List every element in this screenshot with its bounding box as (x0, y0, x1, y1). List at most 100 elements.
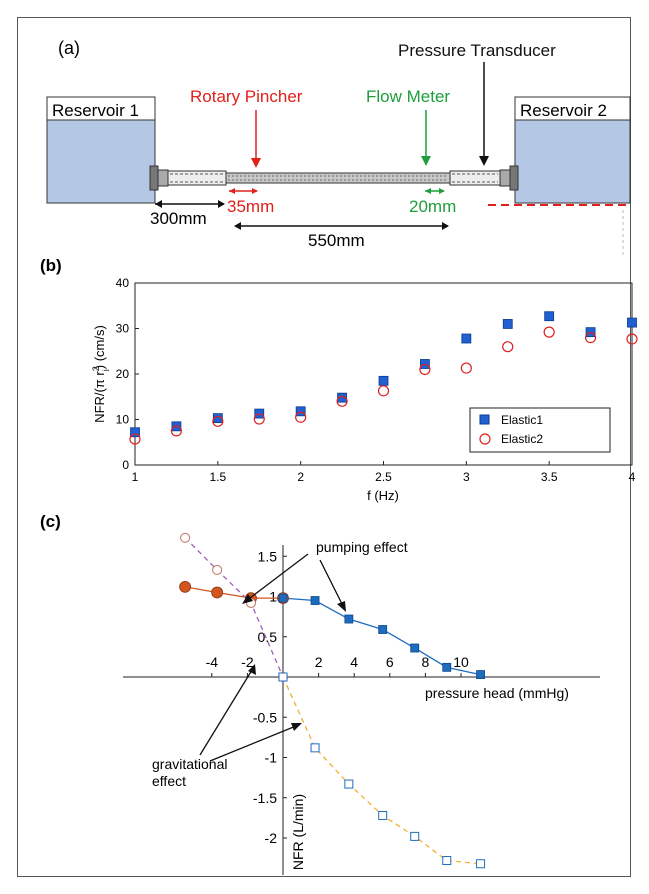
b-point-elastic2 (129, 433, 141, 445)
panel-c-chart: (c) -4 -2 2 4 6 8 10 0.5 1 1.5 -0.5 -1 -1.5 -2 pressu… (40, 512, 600, 875)
c-xtick-label: -4 (206, 654, 219, 670)
panel-c-xlabel: pressure head (mmHg) (425, 685, 569, 701)
panel-c-ylabel: NFR (L/min) (290, 794, 306, 870)
c-ytick-label: 1 (269, 589, 277, 605)
legend-elastic1-label: Elastic1 (501, 413, 543, 427)
b-xtick-label: 2.5 (375, 470, 392, 484)
panel-b-legend: Elastic1 Elastic2 (469, 407, 611, 453)
right-rigid-tube (449, 170, 501, 186)
dim-300-label: 300mm (150, 209, 207, 228)
reservoir-1-water (46, 119, 156, 204)
b-point-elastic1 (544, 311, 555, 322)
b-point-elastic2 (170, 425, 183, 437)
c-point-filled-square (476, 670, 485, 679)
c-point-open-circle (180, 532, 191, 543)
c-series-line-3 (282, 676, 481, 865)
left-rigid-tube (167, 170, 227, 186)
b-point-elastic2 (543, 326, 555, 338)
c-point-open-square (378, 810, 388, 820)
annotation-gravitational-2: effect (152, 773, 186, 789)
left-fitting (157, 169, 169, 187)
c-point-filled-circle (179, 580, 192, 593)
c-ytick-label: -1.5 (253, 790, 277, 806)
panel-c-ticks: -4 -2 2 4 6 8 10 0.5 1 1.5 -0.5 -1 -1.5 -2 (206, 548, 469, 846)
c-ytick-label: -1 (265, 750, 278, 766)
b-ytick-label: 10 (116, 413, 130, 427)
b-xtick-label: 3 (463, 470, 470, 484)
dim-550-label: 550mm (308, 231, 365, 250)
panel-a-label: (a) (58, 38, 80, 58)
c-point-open-square (410, 831, 420, 841)
dim-35-label: 35mm (227, 197, 274, 216)
b-point-elastic2 (336, 395, 348, 407)
b-point-elastic2 (460, 362, 472, 374)
b-point-elastic1 (502, 319, 513, 329)
left-clamp (149, 165, 159, 191)
c-point-filled-circle (211, 586, 224, 599)
c-point-open-square (344, 779, 354, 789)
legend-elastic2-marker (479, 433, 491, 445)
c-xtick-label: 4 (350, 654, 358, 670)
b-xtick-label: 3.5 (541, 470, 558, 484)
b-xtick-label: 1.5 (209, 470, 226, 484)
c-xtick-label: 2 (315, 654, 323, 670)
c-ytick-label: -2 (265, 830, 278, 846)
c-point-open-square (442, 856, 452, 866)
figure-frame (17, 17, 631, 877)
c-point-filled-square (442, 662, 452, 672)
b-point-elastic2 (626, 333, 638, 345)
c-point-open-square (278, 672, 288, 682)
b-point-elastic2 (419, 363, 431, 376)
b-point-elastic2 (377, 385, 390, 397)
c-ytick-label: 0.5 (258, 629, 278, 645)
right-fitting (499, 169, 511, 187)
b-point-elastic2 (295, 411, 307, 423)
c-point-filled-square (344, 614, 354, 624)
panel-a-diagram: (a) Reservoir 1 Reservoir 2 Rotary Pinch… (46, 38, 631, 255)
elastic-tube (225, 172, 451, 184)
c-point-open-circle (212, 564, 223, 575)
c-point-filled-square (278, 593, 288, 603)
b-point-elastic1 (461, 333, 472, 344)
legend-elastic1-marker (479, 414, 490, 425)
b-ytick-label: 20 (116, 367, 130, 381)
b-point-elastic1 (337, 392, 347, 403)
b-ytick-label: 0 (122, 458, 129, 472)
c-xtick-label: 8 (422, 654, 430, 670)
c-xtick-label: 6 (386, 654, 394, 670)
panel-c-label: (c) (40, 512, 61, 531)
annotation-pumping-effect: pumping effect (316, 539, 408, 555)
reservoir-1-label: Reservoir 1 (52, 101, 139, 120)
c-ytick-label: 1.5 (258, 548, 278, 564)
c-point-filled-square (410, 643, 420, 653)
c-point-filled-square (310, 596, 320, 605)
b-point-elastic1 (378, 375, 389, 386)
reservoir-2-label: Reservoir 2 (520, 101, 607, 120)
c-series-line-0 (184, 586, 283, 599)
b-xtick-label: 4 (629, 470, 636, 484)
c-xtick-label: -2 (241, 654, 254, 670)
legend-elastic2-label: Elastic2 (501, 432, 543, 446)
reservoir-2-water (514, 119, 631, 204)
c-series-line-2 (184, 537, 284, 678)
pumping-arrow-right (319, 559, 344, 607)
b-point-elastic2 (212, 415, 224, 427)
grav-arrow-up (199, 669, 253, 756)
dim-20-label: 20mm (409, 197, 456, 216)
b-point-elastic2 (502, 341, 514, 353)
b-point-elastic2 (253, 413, 265, 425)
annotation-gravitational-1: gravitational (152, 756, 228, 772)
pressure-transducer-label: Pressure Transducer (398, 41, 556, 60)
b-xtick-label: 1 (132, 470, 139, 484)
reservoir-1-box (46, 96, 156, 121)
b-point-elastic1 (130, 427, 140, 438)
c-point-open-square (476, 859, 486, 869)
b-point-elastic1 (627, 317, 637, 328)
b-point-elastic1 (295, 406, 306, 417)
reservoir-2-box (514, 96, 631, 121)
panel-b-ylabel: NFR/(π r2i) (cm/s) (91, 325, 111, 423)
c-ytick-label: -0.5 (253, 709, 277, 725)
